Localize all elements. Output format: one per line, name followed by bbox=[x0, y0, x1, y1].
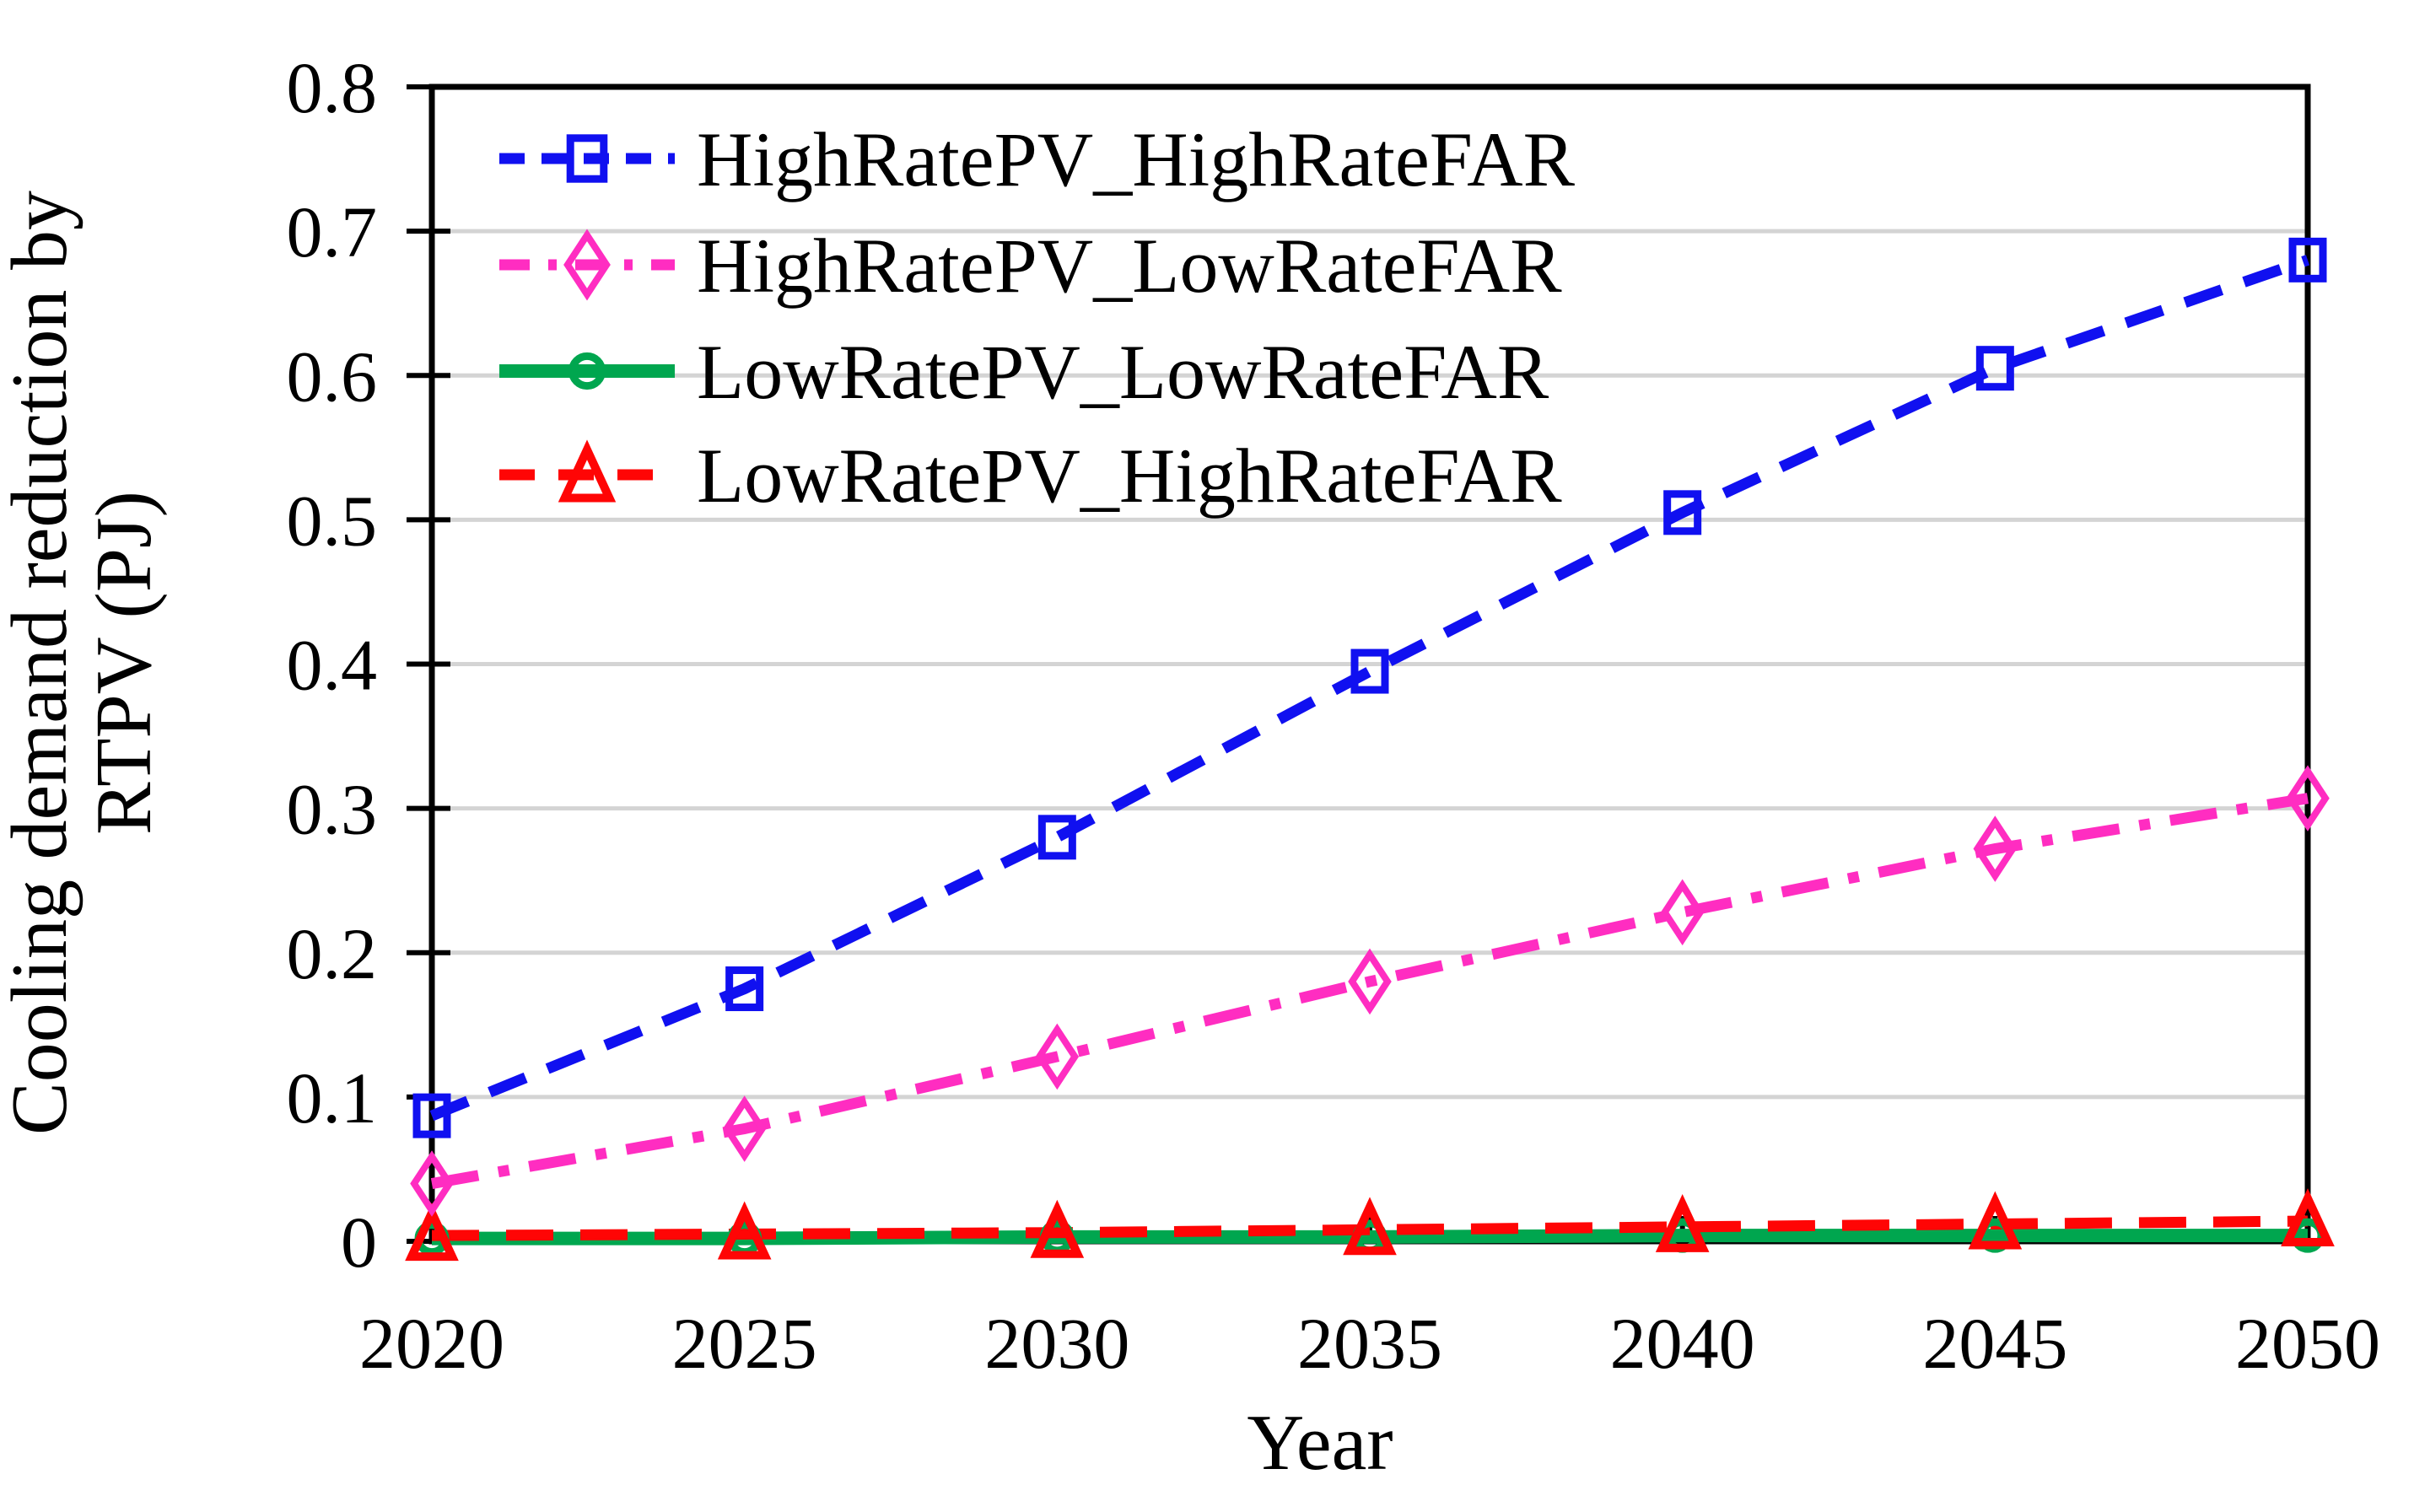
y-axis-title-line2: RTPV (PJ) bbox=[80, 491, 168, 835]
triangle-marker-LowRatePV_HighRateFAR-2050 bbox=[2281, 1188, 2335, 1247]
y-tick-label-0: 0 bbox=[341, 1202, 377, 1283]
diamond-marker-HighRatePV_LowRateFAR-2040 bbox=[1660, 879, 1705, 946]
diamond-marker-HighRatePV_LowRateFAR-2030 bbox=[1035, 1023, 1080, 1090]
series-line-HighRatePV_HighRateFAR bbox=[429, 255, 2310, 1122]
legend-label-HighRatePV_HighRateFAR: HighRatePV_HighRateFAR bbox=[697, 116, 1576, 202]
triangle-marker-LowRatePV_HighRateFAR-2045 bbox=[1968, 1191, 2023, 1250]
legend-label-LowRatePV_HighRateFAR: LowRatePV_HighRateFAR bbox=[697, 433, 1562, 519]
legend-item-HighRatePV_HighRateFAR: HighRatePV_HighRateFAR bbox=[499, 116, 1576, 202]
x-axis-title: Year bbox=[1247, 1399, 1393, 1487]
x-tick-label-2020: 2020 bbox=[359, 1303, 504, 1384]
triangle-marker-LowRatePV_HighRateFAR-2035 bbox=[1343, 1197, 1397, 1256]
axis-labels-layer: 0 0.1 0.2 0.3 0.4 0.5 0.6 0.7 0.8 2020 2025 2030 203… bbox=[287, 47, 2381, 1384]
y-tick-label-0.8: 0.8 bbox=[287, 47, 378, 128]
square-marker-HighRatePV_HighRateFAR-2050 bbox=[2288, 237, 2327, 282]
y-tick-label-0.6: 0.6 bbox=[287, 336, 378, 417]
square-marker-HighRatePV_HighRateFAR-2030 bbox=[1037, 815, 1076, 860]
triangle-marker-legend-LowRatePV_HighRateFAR bbox=[558, 439, 617, 503]
series-line-LowRatePV_LowRateFAR bbox=[432, 1229, 2308, 1246]
triangle-marker-LowRatePV_HighRateFAR-2020 bbox=[405, 1203, 459, 1262]
legend-label-LowRatePV_LowRateFAR: LowRatePV_LowRateFAR bbox=[697, 329, 1549, 415]
y-tick-label-0.3: 0.3 bbox=[287, 769, 378, 850]
diamond-marker-HighRatePV_LowRateFAR-2025 bbox=[722, 1095, 767, 1162]
square-marker-HighRatePV_HighRateFAR-2045 bbox=[1975, 346, 2014, 391]
square-marker-legend-HighRatePV_HighRateFAR bbox=[566, 134, 608, 183]
square-marker-HighRatePV_HighRateFAR-2020 bbox=[412, 1093, 451, 1138]
square-marker-HighRatePV_HighRateFAR-2035 bbox=[1350, 648, 1389, 694]
legend-item-LowRatePV_LowRateFAR: LowRatePV_LowRateFAR bbox=[499, 329, 1549, 415]
triangle-marker-LowRatePV_HighRateFAR-2025 bbox=[717, 1201, 772, 1260]
y-tick-label-0.5: 0.5 bbox=[287, 480, 378, 561]
diamond-marker-legend-HighRatePV_LowRateFAR bbox=[563, 229, 611, 301]
circle-marker-legend-LowRatePV_LowRateFAR bbox=[568, 352, 606, 390]
diamond-marker-HighRatePV_LowRateFAR-2035 bbox=[1348, 948, 1392, 1015]
data-series-layer bbox=[405, 237, 2335, 1262]
y-axis-title-line1: Cooling demand reduction by bbox=[0, 191, 84, 1135]
legend: HighRatePV_HighRateFAR HighRatePV_LowRate… bbox=[499, 116, 1576, 519]
legend-label-HighRatePV_LowRateFAR: HighRatePV_LowRateFAR bbox=[697, 223, 1562, 309]
square-marker-HighRatePV_HighRateFAR-2040 bbox=[1663, 490, 1702, 535]
x-tick-label-2040: 2040 bbox=[1610, 1303, 1755, 1384]
x-tick-label-2025: 2025 bbox=[672, 1303, 817, 1384]
triangle-marker-LowRatePV_HighRateFAR-2030 bbox=[1030, 1199, 1085, 1258]
diamond-marker-HighRatePV_LowRateFAR-2020 bbox=[410, 1150, 454, 1217]
x-tick-label-2035: 2035 bbox=[1297, 1303, 1442, 1384]
gridlines-layer bbox=[432, 229, 2308, 1100]
x-tick-label-2045: 2045 bbox=[1922, 1303, 2067, 1384]
legend-item-HighRatePV_LowRateFAR: HighRatePV_LowRateFAR bbox=[499, 223, 1562, 309]
y-tick-label-0.4: 0.4 bbox=[287, 625, 378, 706]
diamond-marker-HighRatePV_LowRateFAR-2050 bbox=[2286, 765, 2330, 831]
legend-item-LowRatePV_HighRateFAR: LowRatePV_HighRateFAR bbox=[499, 433, 1562, 519]
y-tick-label-0.1: 0.1 bbox=[287, 1057, 378, 1138]
series-line-HighRatePV_LowRateFAR bbox=[430, 793, 2309, 1189]
y-tick-label-0.2: 0.2 bbox=[287, 913, 378, 994]
y-tick-label-0.7: 0.7 bbox=[287, 191, 378, 272]
x-tick-label-2030: 2030 bbox=[984, 1303, 1129, 1384]
square-marker-HighRatePV_HighRateFAR-2025 bbox=[725, 966, 764, 1012]
x-tick-label-2050: 2050 bbox=[2235, 1303, 2380, 1384]
diamond-marker-HighRatePV_LowRateFAR-2045 bbox=[1973, 815, 2018, 882]
triangle-marker-LowRatePV_HighRateFAR-2040 bbox=[1655, 1193, 1710, 1252]
